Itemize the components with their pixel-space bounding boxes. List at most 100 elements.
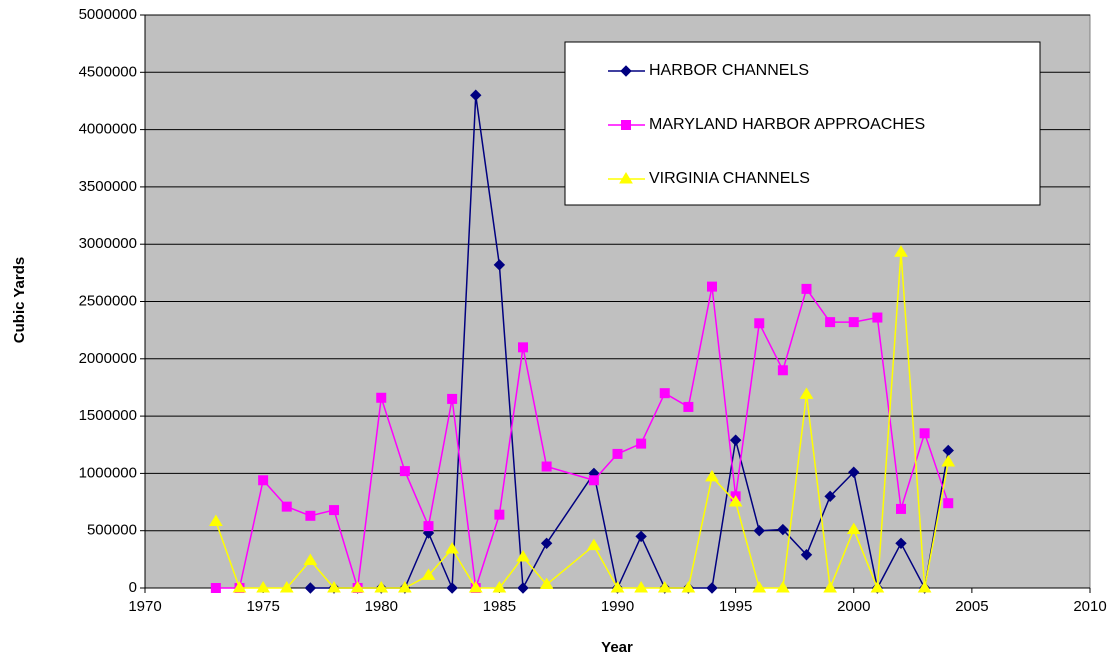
marker [586,538,601,551]
marker [303,553,318,565]
marker [421,568,436,580]
y-tick-label: 0 [129,579,137,596]
marker [518,342,528,353]
marker [752,581,767,593]
marker [799,387,814,399]
y-tick-label: 500000 [87,522,137,539]
x-tick-label: 1990 [601,598,634,615]
x-tick-label: 2000 [837,598,870,615]
marker [634,581,649,593]
marker [800,549,813,561]
y-axis-title: Cubic Yards [11,257,28,343]
marker [848,466,860,478]
marker [681,581,696,593]
marker [848,317,859,328]
marker [777,365,788,376]
marker [801,283,812,294]
x-tick-label: 1980 [365,598,398,615]
marker [470,89,482,101]
marker [327,581,341,593]
marker [208,514,223,527]
marker [777,523,789,536]
legend: HARBOR CHANNELS MARYLAND HARBOR APPROACHE… [564,41,1041,206]
marker [516,550,530,562]
x-tick-label: 1975 [246,598,279,615]
marker [258,475,269,486]
marker [620,65,632,77]
marker [493,259,506,271]
marker [350,581,365,593]
x-tick-label: 1985 [483,598,516,615]
y-tick-label: 2500000 [79,292,137,309]
marker [232,581,247,593]
marker [492,581,507,593]
marker [376,392,387,403]
x-tick-label: 2005 [955,598,988,615]
marker [256,581,271,593]
marker [823,581,838,593]
marker [775,581,790,593]
legend-box [564,41,1041,206]
marker [872,312,883,323]
legend-label: VIRGINIA CHANNELS [649,170,810,187]
marker [894,245,908,257]
marker [870,581,885,593]
y-tick-label: 5000000 [79,6,137,23]
marker [588,475,599,486]
marker [423,521,434,532]
y-tick-label: 1500000 [79,407,137,424]
marker [397,581,412,593]
x-axis-title: Year [601,639,633,656]
marker [541,461,552,472]
marker [729,434,742,446]
marker [636,438,647,449]
marker [468,581,483,593]
marker [399,466,410,477]
marker [619,172,633,184]
x-tick-label: 2010 [1073,598,1106,615]
marker [919,428,930,439]
marker [941,454,956,467]
marker [540,537,553,550]
marker [754,318,765,329]
marker [305,510,316,521]
marker [329,505,339,516]
marker [659,388,670,399]
marker [445,542,460,554]
marker [657,581,672,593]
marker [612,448,623,459]
x-tick-label: 1995 [719,598,752,615]
marker [728,495,743,507]
marker [539,577,554,590]
marker [706,582,718,594]
marker [446,582,458,594]
marker [825,317,836,328]
y-tick-label: 2000000 [79,350,137,367]
y-tick-label: 3500000 [79,178,137,195]
marker [610,581,625,593]
marker [374,581,389,593]
x-tick-label: 1970 [128,598,161,615]
marker [846,522,861,535]
marker [943,498,954,509]
marker [621,120,631,130]
marker [824,490,836,503]
marker [895,537,907,550]
marker [517,582,529,594]
marker [210,583,221,593]
y-tick-label: 4000000 [79,121,137,138]
marker [304,582,317,594]
marker [753,524,765,537]
marker [705,469,719,482]
marker [635,530,647,543]
marker [281,501,292,512]
marker [917,581,932,593]
marker [896,503,906,514]
y-tick-label: 3000000 [79,235,137,252]
legend-label: HARBOR CHANNELS [649,62,809,79]
marker [279,581,294,593]
marker [447,393,458,404]
marker [494,509,505,520]
